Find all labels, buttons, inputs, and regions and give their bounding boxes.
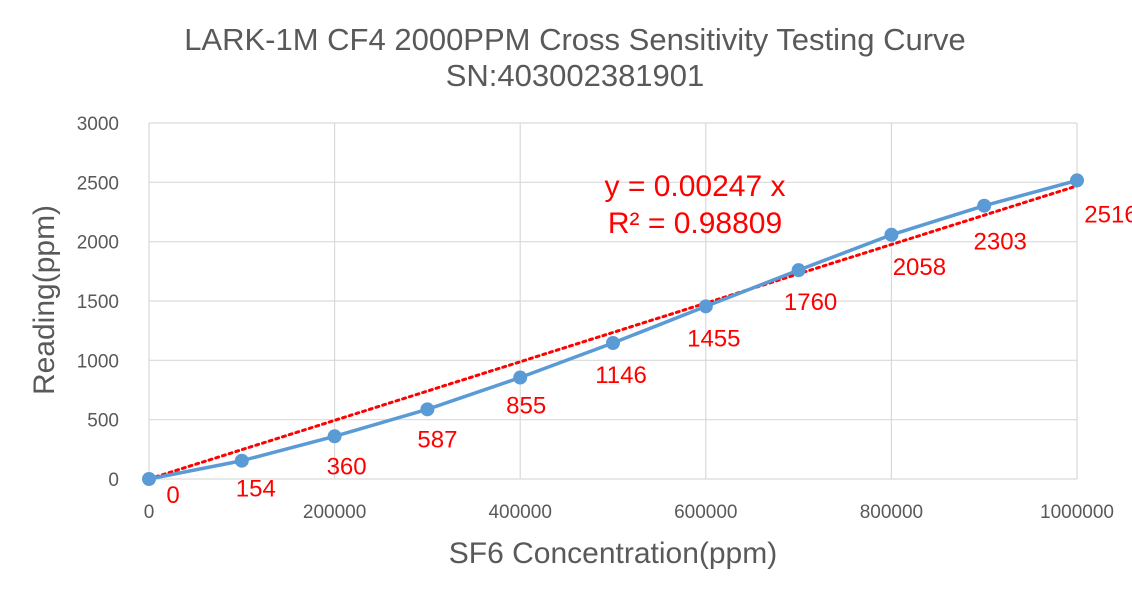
data-label-7: 1760 [784, 289, 837, 316]
data-label-3: 587 [417, 426, 457, 453]
y-axis-ticks: 0 500 1000 1500 2000 2500 3000 [77, 114, 119, 491]
data-label-0: 0 [166, 482, 179, 509]
x-tick-label-2: 400000 [488, 502, 551, 523]
data-point-7 [791, 263, 806, 278]
y-tick-label-0: 0 [108, 470, 119, 491]
data-label-9: 2303 [974, 229, 1027, 256]
chart-subtitle: SN:403002381901 [446, 58, 705, 93]
y-tick-label-2: 1000 [77, 351, 119, 372]
data-label-10: 2516 [1084, 201, 1132, 228]
grid-lines [148, 122, 1078, 480]
data-point-5 [606, 336, 620, 351]
data-point-10 [1070, 173, 1084, 188]
trendline-layer [147, 184, 1079, 481]
data-label-1: 154 [236, 476, 276, 503]
data-point-8 [884, 227, 899, 242]
x-tick-label-4: 800000 [860, 502, 923, 523]
data-point-9 [977, 198, 992, 213]
y-tick-label-4: 2000 [77, 233, 119, 254]
trendline-equation: y = 0.00247 x [605, 170, 786, 203]
x-axis-ticks: 0 200000 400000 600000 800000 1000000 [144, 502, 1114, 523]
trendline-r-squared: R² = 0.98809 [608, 207, 782, 240]
y-tick-label-6: 3000 [77, 114, 119, 135]
data-labels-layer: 0 154 360 587 855 1146 1455 1760 2058 2303 2516 [166, 201, 1132, 509]
data-label-6: 1455 [687, 325, 740, 352]
data-point-0 [142, 472, 156, 486]
x-tick-label-5: 1000000 [1040, 502, 1114, 523]
data-point-2 [327, 429, 342, 444]
y-axis-title: Reading(ppm) [28, 205, 61, 395]
data-point-4 [513, 370, 528, 385]
x-axis-title: SF6 Concentration(ppm) [449, 537, 777, 570]
trendline [147, 184, 1079, 481]
data-label-5: 1146 [595, 362, 647, 389]
data-point-1 [234, 453, 249, 468]
series-layer [142, 173, 1084, 486]
y-tick-label-3: 1500 [77, 292, 119, 313]
x-tick-label-3: 600000 [674, 502, 737, 523]
data-point-3 [420, 402, 435, 417]
data-point-6 [698, 299, 713, 314]
chart-title: LARK-1M CF4 2000PPM Cross Sensitivity Te… [184, 22, 966, 57]
y-tick-label-5: 2500 [77, 173, 119, 194]
data-label-2: 360 [327, 453, 367, 480]
y-tick-label-1: 500 [87, 411, 119, 432]
data-label-8: 2058 [893, 254, 946, 281]
x-tick-label-1: 200000 [303, 502, 366, 523]
x-tick-label-0: 0 [144, 502, 155, 523]
data-label-4: 855 [506, 393, 546, 420]
